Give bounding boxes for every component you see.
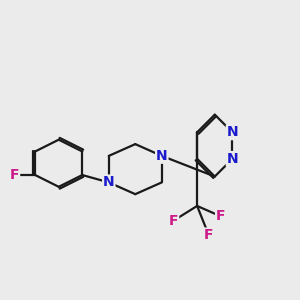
Text: F: F: [204, 228, 214, 242]
Text: F: F: [10, 168, 19, 182]
Text: N: N: [226, 125, 238, 139]
Text: F: F: [169, 214, 178, 228]
Text: F: F: [216, 209, 225, 223]
Text: N: N: [156, 149, 168, 163]
Text: N: N: [226, 152, 238, 166]
Text: N: N: [103, 176, 115, 189]
